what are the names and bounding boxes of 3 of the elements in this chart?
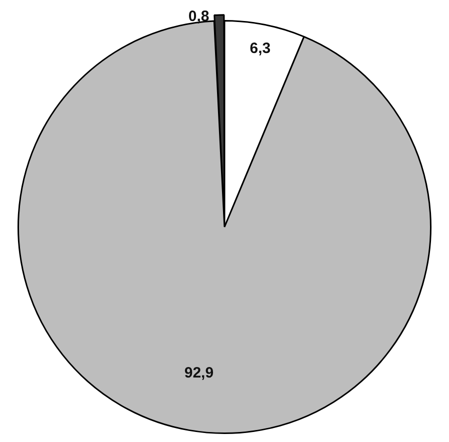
data-label: 6,3 (250, 40, 271, 58)
data-label: 92,9 (184, 364, 214, 382)
data-label: 0,8 (188, 8, 210, 25)
